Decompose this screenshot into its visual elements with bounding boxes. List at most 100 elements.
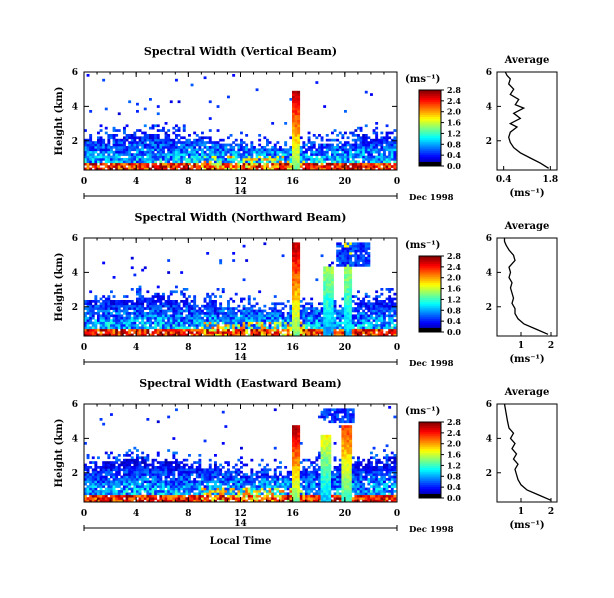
heatmap-cell (91, 482, 95, 486)
heatmap-cell (245, 146, 249, 149)
heatmap-cell (344, 304, 347, 308)
heatmap-cell (292, 105, 295, 108)
heatmap-cell (169, 146, 173, 149)
heatmap-cell (344, 252, 347, 255)
heatmap-cell (198, 319, 202, 322)
heatmap-cell (338, 242, 342, 246)
heatmap-cell (86, 478, 90, 481)
heatmap-cell (292, 122, 295, 125)
heatmap-cell (141, 167, 145, 171)
heatmap-cell (297, 319, 301, 322)
heatmap-cell (84, 333, 87, 337)
heatmap-cell (279, 162, 282, 166)
heatmap-cell (367, 136, 371, 140)
heatmap-cell (185, 326, 189, 330)
heatmap-cell (99, 470, 103, 474)
heatmap-cell (385, 304, 389, 308)
heatmap-cell (250, 141, 254, 144)
heatmap-cell (393, 160, 397, 164)
heatmap-cell (136, 478, 139, 481)
heatmap-cell (172, 307, 176, 310)
heatmap-cell (292, 134, 295, 137)
heatmap-cell (305, 153, 308, 156)
heatmap-cell (198, 160, 202, 164)
heatmap-cell (240, 167, 243, 171)
heatmap-cell (216, 331, 220, 334)
heatmap-cell (167, 314, 171, 318)
heatmap-cell (292, 288, 295, 291)
heatmap-cell (167, 155, 171, 159)
heatmap-cell (268, 321, 272, 325)
heatmap-cell (323, 290, 327, 294)
heatmap-cell (201, 165, 204, 168)
heatmap-cell (125, 162, 129, 166)
heatmap-cell (159, 314, 163, 318)
heatmap-cell (266, 155, 269, 159)
heatmap-cell (245, 478, 249, 481)
avg-y-tick-label: 4 (486, 102, 492, 112)
heatmap-cell (318, 134, 321, 137)
heatmap-cell (237, 492, 241, 496)
heatmap-cell (141, 468, 145, 472)
heatmap-cell (130, 487, 134, 491)
heatmap-cell (125, 146, 129, 149)
heatmap-cell (175, 158, 178, 161)
heatmap-cell (372, 148, 376, 152)
heatmap-cell (323, 167, 327, 171)
heatmap-cell (320, 162, 324, 166)
heatmap-cell (375, 321, 379, 325)
heatmap-cell (198, 473, 202, 476)
heatmap-cell (219, 304, 223, 308)
heatmap-cell (167, 309, 171, 313)
heatmap-cell (237, 153, 241, 156)
heatmap-cell (216, 155, 220, 159)
heatmap-cell (292, 162, 295, 166)
heatmap-cell (260, 324, 264, 327)
heatmap-cell (367, 314, 371, 318)
heatmap-cell (159, 141, 163, 144)
heatmap-cell (346, 256, 350, 260)
heatmap-cell (133, 165, 137, 168)
heatmap-cell (302, 143, 306, 147)
heatmap-cell (208, 473, 212, 476)
heatmap-cell (273, 307, 277, 310)
heatmap-cell (294, 324, 298, 327)
heatmap-cell (154, 497, 158, 500)
heatmap-cell (364, 328, 368, 332)
heatmap-cell (276, 319, 280, 322)
heatmap-cell (279, 324, 282, 327)
heatmap-cell (219, 295, 223, 298)
heatmap-cell (201, 326, 204, 330)
heatmap-cell (294, 309, 298, 313)
heatmap-cell (281, 324, 285, 327)
heatmap-cell (328, 285, 332, 289)
heatmap-cell (263, 148, 267, 152)
heatmap-cell (162, 295, 165, 298)
heatmap-cell (338, 249, 342, 253)
heatmap-cell (99, 307, 103, 310)
heatmap-cell (180, 292, 184, 296)
heatmap-cell (271, 150, 275, 154)
colorbar-step (419, 105, 441, 108)
heatmap-cell (312, 326, 316, 330)
heatmap-cell (206, 478, 210, 481)
heatmap-cell (302, 333, 306, 337)
heatmap-cell (297, 297, 301, 301)
heatmap-cell (177, 155, 181, 159)
heatmap-cell (227, 155, 230, 159)
heatmap-cell (86, 300, 90, 303)
heatmap-cell (307, 302, 311, 306)
heatmap-cell (175, 316, 178, 320)
heatmap-cell (182, 155, 186, 159)
heatmap-cell (359, 316, 363, 320)
heatmap-cell (349, 264, 353, 267)
heatmap-cell (273, 146, 277, 149)
heatmap-cell (388, 167, 392, 171)
heatmap-cell (182, 295, 186, 298)
heatmap-cell (123, 167, 126, 171)
heatmap-cell (193, 333, 197, 337)
heatmap-cell (169, 316, 173, 320)
heatmap-cell (268, 482, 272, 486)
heatmap-cell (240, 309, 243, 313)
heatmap-cell (175, 162, 178, 166)
